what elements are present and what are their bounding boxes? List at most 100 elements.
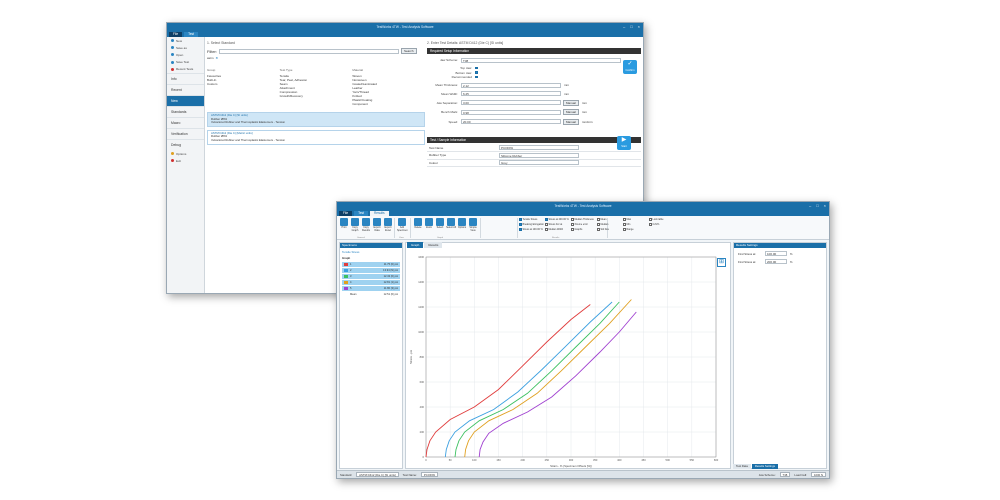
series-line-4[interactable] (464, 299, 632, 458)
quick-item[interactable]: Save Test (167, 59, 204, 66)
start-button[interactable]: ▶ Start (617, 135, 631, 150)
jaw-sub-checkbox[interactable] (475, 75, 478, 79)
category-item[interactable]: Attachment (279, 86, 295, 90)
quick-item[interactable]: Save as (167, 44, 204, 51)
specimen-row[interactable]: 1 11.75 (0) psi (342, 262, 400, 267)
ribbon-checkbox[interactable]: Min (623, 223, 630, 226)
field-input[interactable]: 2.12 (461, 82, 561, 88)
category-item[interactable]: Built-In (207, 78, 217, 82)
series-line-5[interactable] (478, 311, 637, 458)
sample-value[interactable]: Silicone Rubber (499, 152, 579, 158)
search-button[interactable]: Search (401, 48, 417, 54)
standard-row[interactable]: ASTM D412 (Die C) [Metric units] Rubber Ø… (207, 129, 425, 145)
category-item[interactable]: Seam (279, 82, 288, 86)
ribbon-checkbox[interactable]: Breaking Elongation (519, 223, 544, 226)
field-input[interactable]: 6.25 (461, 91, 561, 96)
specimen-row[interactable]: 3 12.43 (0) psi (342, 274, 400, 279)
ribbon-checkbox[interactable]: Median Thickness (571, 218, 594, 221)
ribbon-checkbox[interactable]: Std Dev (597, 228, 609, 231)
ribbon-checkbox[interactable]: Stress at 100.00 % (519, 228, 543, 231)
standard-row[interactable]: ASTM D412 (Die C) [SI units] Rubber Ø6% Vu… (207, 112, 425, 127)
series-line-3[interactable] (454, 301, 620, 458)
results-tab[interactable]: Results (370, 211, 389, 216)
sample-value[interactable]: Grey (499, 160, 579, 166)
file-tab[interactable]: File (339, 211, 353, 216)
maximize-icon[interactable]: □ (630, 24, 633, 29)
filter-input[interactable] (219, 48, 399, 54)
ribbon-button[interactable]: Simple View (468, 218, 478, 233)
field-input[interactable]: 0.98 (461, 109, 561, 115)
remove-filter-icon[interactable]: ✕ (215, 56, 219, 60)
category-item[interactable]: Compression (279, 90, 298, 94)
maximize-icon[interactable]: □ (816, 203, 819, 208)
ribbon-checkbox[interactable]: Graphs (571, 228, 582, 231)
ribbon-checkbox[interactable]: Xtreme error (571, 223, 588, 226)
specimen-row[interactable]: 5 11.80 (3) psi (342, 286, 400, 291)
quick-item[interactable]: Open (167, 51, 204, 58)
ribbon-button[interactable]: Export Excel (383, 218, 393, 233)
category-item[interactable]: Tear, Peel, Adhesion (279, 78, 308, 82)
ribbon-button[interactable]: Select (435, 218, 445, 230)
ribbon-button[interactable]: Print (339, 218, 349, 230)
ribbon-button[interactable]: Options (457, 218, 467, 230)
minimize-icon[interactable]: – (623, 24, 626, 29)
ribbon-button[interactable]: Export Data (372, 218, 382, 233)
ribbon-checkbox[interactable]: Tensile Stress (519, 218, 537, 221)
result-setting-input[interactable]: 200.00 (765, 259, 787, 264)
manual-button[interactable]: Manual (563, 109, 579, 115)
sidebar-section[interactable]: Standards (167, 105, 204, 117)
specimen-row[interactable]: 2 13.94 (N) psi (342, 268, 400, 273)
sidebar-bottom-item[interactable]: Exit (167, 157, 204, 164)
close-icon[interactable]: × (823, 203, 826, 208)
field-input[interactable]: 3.00 (461, 100, 561, 105)
sidebar-section[interactable]: Verification (167, 127, 204, 139)
ribbon-button[interactable]: Copy Graph (350, 218, 360, 233)
ribbon-checkbox[interactable]: Range (623, 228, 634, 231)
ribbon-checkbox[interactable]: Max (623, 218, 631, 221)
ribbon-checkbox[interactable]: CoV% (649, 223, 659, 226)
category-item[interactable]: Knitted (352, 94, 362, 98)
grid-toggle-icon[interactable]: ⊞ (717, 258, 726, 267)
ribbon-button[interactable]: Zoom (424, 218, 434, 230)
manual-button[interactable]: Manual (563, 118, 579, 125)
close-icon[interactable]: × (637, 24, 640, 29)
series-line-1[interactable] (425, 304, 591, 458)
quick-item[interactable]: New (167, 37, 204, 44)
category-item[interactable]: Plastic/Coating (352, 98, 373, 102)
sidebar-section[interactable]: Info (167, 72, 204, 84)
file-tab[interactable]: File (169, 32, 183, 37)
ribbon-button[interactable]: Add Specimen (397, 218, 408, 233)
category-item[interactable]: Favourites (207, 74, 222, 78)
ribbon-checkbox[interactable]: Stress For at (545, 223, 562, 226)
manual-button[interactable]: Manual (563, 99, 579, 106)
sample-value[interactable]: PCOFPA (499, 145, 579, 151)
sidebar-section[interactable]: Recent (167, 83, 204, 95)
test-tab[interactable]: Test (184, 32, 198, 37)
test-tab[interactable]: Test (354, 211, 368, 216)
category-item[interactable]: Yarn/Thread (352, 90, 369, 94)
minimize-icon[interactable]: – (809, 203, 812, 208)
category-item[interactable]: Tensile (279, 74, 290, 78)
result-setting-input[interactable]: 100.00 (765, 251, 787, 256)
tab-results-settings[interactable]: Results Settings (751, 464, 779, 469)
ribbon-checkbox[interactable]: Median Width (545, 228, 563, 231)
ribbon-button[interactable]: Select All (446, 218, 456, 230)
tab-graph[interactable]: Graph (407, 242, 424, 248)
ribbon-checkbox[interactable]: Median (597, 223, 608, 226)
category-item[interactable]: Growth/Recovery (279, 94, 303, 98)
ribbon-checkbox[interactable]: Mean (597, 218, 606, 221)
sidebar-section[interactable]: Debug (167, 138, 204, 150)
tab-test-data[interactable]: Test Data (733, 464, 751, 469)
sidebar-section[interactable]: Macro (167, 116, 204, 128)
field-input[interactable]: 20.00 (461, 119, 561, 124)
confirm-button[interactable]: ✓ Confirm (623, 59, 637, 74)
category-item[interactable]: Component (352, 102, 368, 106)
sidebar-bottom-item[interactable]: Options (167, 150, 204, 157)
field-input[interactable]: T38 (461, 57, 621, 63)
quick-item[interactable]: Recent Tests (167, 66, 204, 73)
ribbon-checkbox[interactable]: Lock table (649, 218, 663, 221)
jaw-sub-checkbox[interactable] (475, 66, 478, 70)
category-item[interactable]: Woven (352, 74, 362, 78)
sidebar-section[interactable]: New (167, 94, 204, 106)
